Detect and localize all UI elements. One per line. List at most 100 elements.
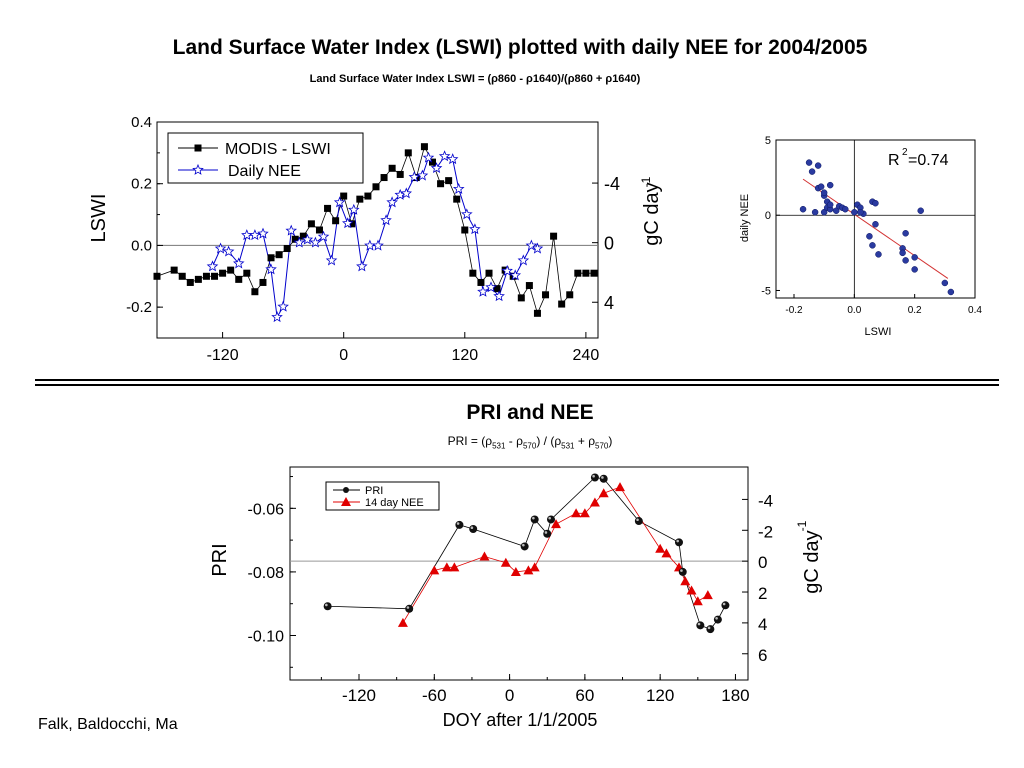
nee-point	[551, 519, 562, 529]
y2-tick-label: 2	[758, 584, 767, 603]
x-tick-label: -0.2	[785, 305, 803, 316]
lswi-point	[542, 291, 550, 299]
lswi-point	[461, 226, 469, 234]
x-tick-label: 0.2	[908, 305, 922, 316]
legend-marker-nee	[192, 163, 204, 175]
scatter-point	[875, 251, 882, 258]
nee-point	[702, 590, 713, 600]
legend-label-pri: PRI	[365, 485, 383, 497]
nee-point	[277, 300, 289, 312]
pri-point-highlight	[715, 616, 718, 620]
lswi-point	[590, 269, 598, 277]
lswi-point	[437, 180, 445, 188]
scatter-point	[941, 279, 949, 287]
nee-point	[265, 263, 277, 275]
pri-point-highlight	[522, 543, 525, 547]
legend-marker-pri	[343, 487, 349, 493]
pri-point-highlight	[697, 622, 701, 626]
lswi-point	[170, 266, 178, 274]
nee-point	[500, 557, 511, 567]
nee-point	[317, 230, 330, 242]
x-tick-label: 0.4	[968, 305, 982, 316]
x-tick-label: 0	[505, 686, 514, 705]
y2-tick-label: -4	[758, 491, 773, 510]
scatter-point	[820, 189, 828, 196]
formula-part: + ρ	[574, 434, 596, 448]
y-tick-label: -0.2	[126, 299, 152, 316]
page-title: Land Surface Water Index (LSWI) plotted …	[172, 36, 868, 59]
formula-sub: 570	[595, 441, 609, 451]
r-squared-label: R	[888, 152, 900, 169]
lswi-point	[566, 291, 574, 299]
y-axis-label: LSWI	[88, 194, 110, 243]
nee-point	[493, 290, 505, 302]
lswi-point	[372, 183, 380, 191]
scatter-point	[805, 159, 813, 166]
scatter-point	[826, 181, 834, 189]
nee-point	[241, 229, 253, 241]
nee-point	[347, 203, 360, 215]
y2-tick-label: -4	[604, 174, 620, 194]
nee-point	[249, 229, 261, 241]
pri-point	[590, 473, 599, 482]
lswi-point	[493, 285, 501, 293]
nee-point	[257, 227, 269, 239]
nee-point	[446, 153, 459, 165]
pri-point-highlight	[470, 526, 474, 529]
nee-point	[214, 242, 227, 254]
scatter-point	[814, 162, 822, 169]
lswi-point	[243, 269, 251, 277]
pri-point	[706, 625, 715, 634]
scatter-point	[851, 208, 858, 216]
scatter-point	[832, 207, 840, 214]
nee-point	[285, 224, 298, 236]
pri-point	[546, 515, 555, 524]
formula-part: )	[608, 434, 613, 448]
scatter-point	[911, 266, 918, 273]
y-tick-label: 0	[765, 210, 771, 222]
lswi-point	[420, 143, 428, 151]
scatter-point	[820, 208, 828, 216]
x-tick-label: 120	[451, 347, 478, 364]
scatter-point	[869, 242, 876, 249]
lswi-point	[307, 220, 315, 228]
nee-line	[402, 486, 709, 624]
nee-point	[400, 187, 412, 199]
nee-point	[449, 562, 460, 572]
nee-point	[579, 508, 590, 518]
pri-point	[469, 524, 478, 533]
nee-point	[293, 236, 306, 248]
pri-point	[405, 604, 414, 613]
lswi-point	[396, 170, 404, 178]
formula-part: ) / (ρ	[536, 434, 562, 448]
pri-formula: PRI = (ρ531 - ρ570) / (ρ531 + ρ570)	[0, 434, 1024, 450]
nee-point	[680, 576, 691, 586]
nee-point	[364, 239, 376, 251]
nee-point	[485, 281, 497, 293]
pri-point-highlight	[676, 539, 679, 543]
lswi-point	[186, 278, 194, 286]
y2-tick-label: 6	[758, 646, 767, 665]
x-tick-label: 60	[575, 686, 594, 705]
lswi-point	[364, 192, 372, 200]
lswi-point	[469, 269, 477, 277]
pri-point-highlight	[325, 603, 328, 607]
lswi-point	[453, 195, 461, 203]
pri-point	[323, 602, 332, 611]
lswi-point	[227, 266, 235, 274]
nee-point	[598, 488, 609, 498]
scatter-point	[826, 201, 834, 208]
x-tick-label: 180	[721, 686, 749, 705]
lswi-point	[485, 269, 493, 277]
pri-point	[520, 542, 529, 551]
scatter-point	[872, 199, 879, 207]
lswi-point	[550, 232, 558, 240]
x-tick-label: -120	[207, 347, 239, 364]
nee-point	[356, 260, 368, 272]
pri-point	[634, 517, 643, 526]
x-tick-label: 240	[573, 347, 600, 364]
nee-point	[380, 214, 392, 226]
author-credit: Falk, Baldocchi, Ma	[38, 716, 178, 733]
